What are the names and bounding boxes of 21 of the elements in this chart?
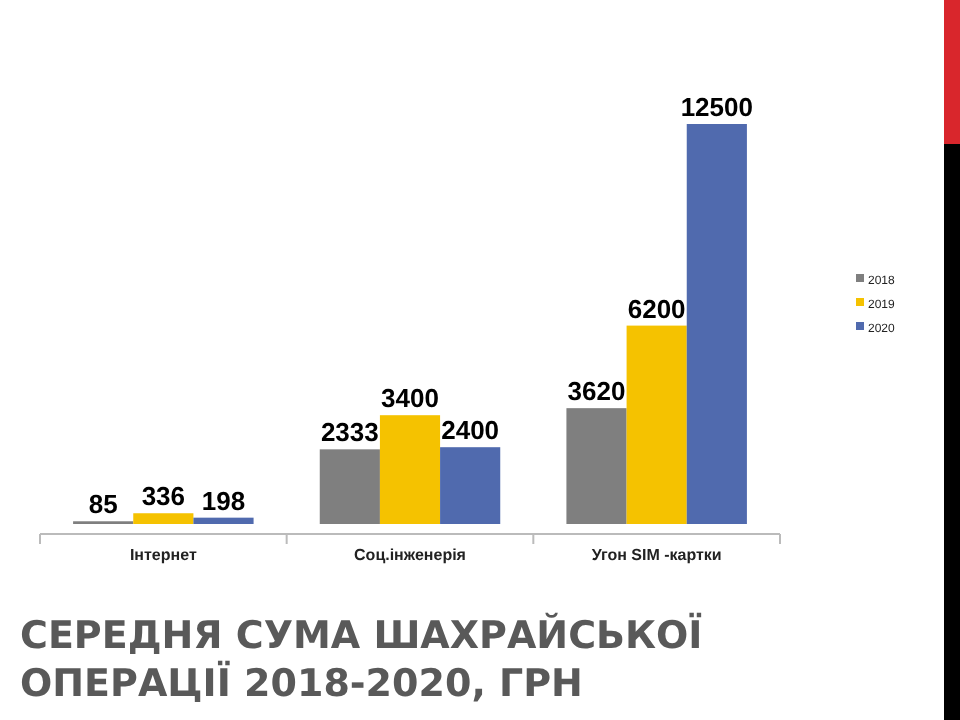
bar (193, 517, 254, 524)
data-label: 6200 (627, 293, 686, 324)
data-label: 2333 (320, 417, 379, 448)
bar (319, 449, 380, 524)
bar (133, 513, 194, 524)
data-label: 12500 (680, 92, 753, 122)
data-label: 198 (201, 485, 246, 516)
bar (379, 415, 441, 524)
data-label: 3400 (381, 383, 439, 414)
data-label: 85 (88, 489, 118, 520)
data-label: 336 (141, 481, 186, 512)
bar (626, 325, 687, 524)
x-tick-label: Угон SIM -картки (591, 546, 722, 564)
data-label: 3620 (567, 376, 626, 407)
data-label: 2400 (441, 415, 500, 446)
bar (440, 447, 501, 524)
bar (686, 124, 747, 524)
bar (566, 408, 627, 524)
x-tick-label: Соц.інженерія (354, 546, 467, 564)
text: СЕРЕДНЯ СУМА ШАХРАЙСЬКОЇ ОПЕРАЦІЇ 2018-2020, ГРН (20, 612, 703, 706)
x-tick-label: Інтернет (129, 546, 197, 564)
